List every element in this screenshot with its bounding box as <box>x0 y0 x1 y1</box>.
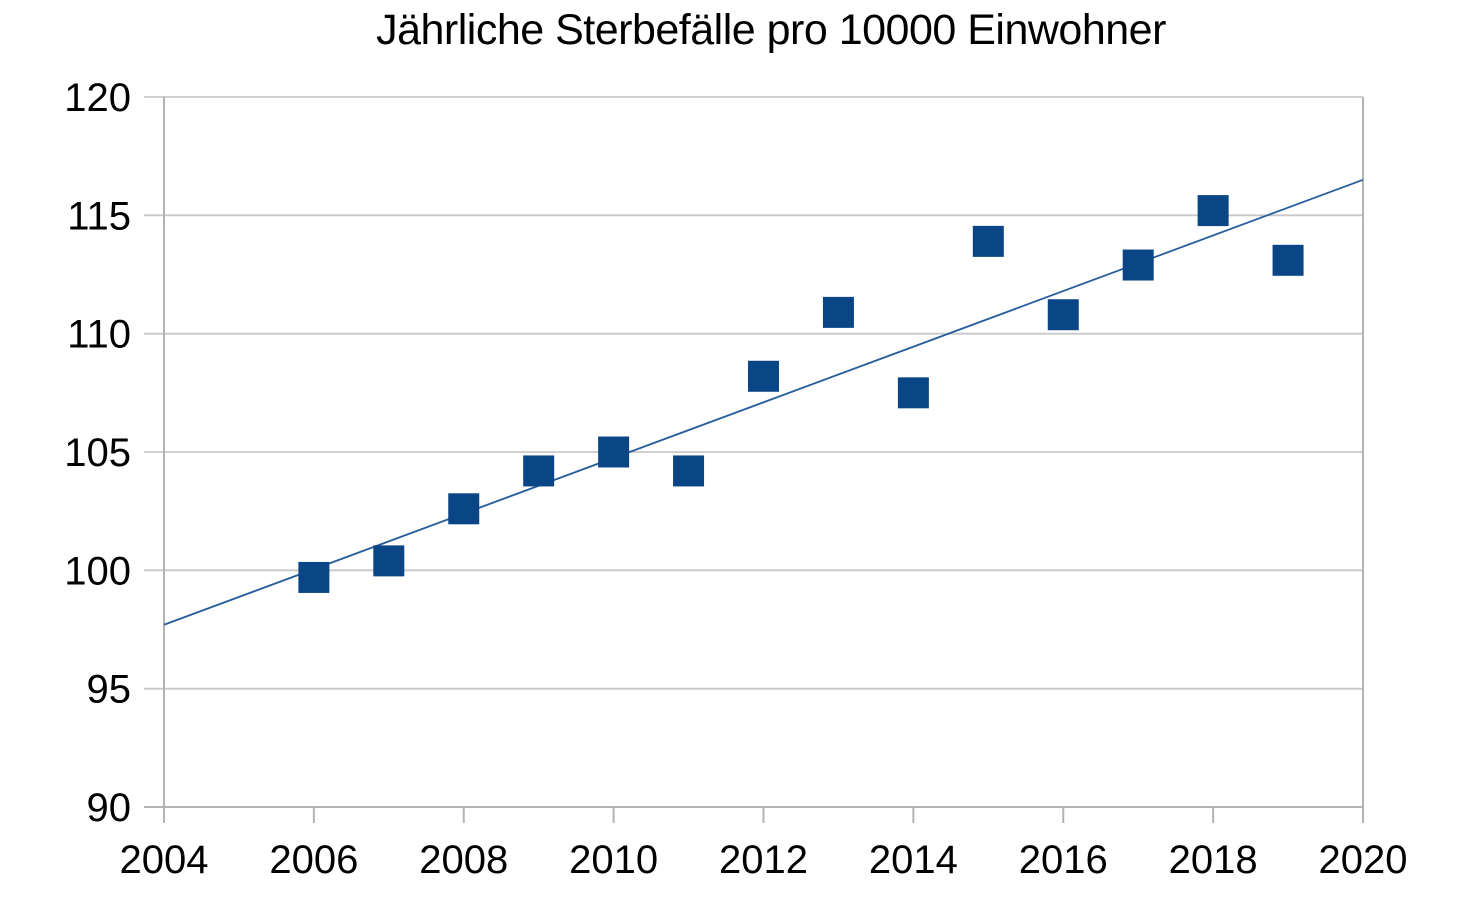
data-point <box>1272 244 1304 276</box>
x-tick-label: 2010 <box>569 838 658 882</box>
data-point <box>972 225 1004 257</box>
x-tick-label: 2020 <box>1319 838 1408 882</box>
y-tick-label: 100 <box>64 549 131 593</box>
x-tick-label: 2012 <box>719 838 808 882</box>
data-point <box>822 296 854 328</box>
chart-title: Jährliche Sterbefälle pro 10000 Einwohne… <box>376 6 1166 54</box>
y-tick-label: 120 <box>64 76 131 120</box>
y-tick-label: 110 <box>67 313 131 357</box>
data-point <box>748 360 779 392</box>
data-point <box>373 545 405 577</box>
y-tick-label: 95 <box>87 668 132 712</box>
x-tick-label: 2014 <box>869 838 958 882</box>
x-tick-label: 2008 <box>419 838 508 882</box>
x-tick-label: 2016 <box>1019 838 1108 882</box>
data-point <box>1047 299 1079 331</box>
x-tick-label: 2018 <box>1169 838 1258 882</box>
y-tick-label: 105 <box>64 431 131 475</box>
x-tick-label: 2006 <box>269 838 358 882</box>
x-tick-label: 2004 <box>120 838 209 882</box>
y-tick-label: 115 <box>67 194 131 238</box>
data-point <box>1197 195 1229 227</box>
data-point <box>897 377 929 409</box>
trendline <box>163 178 1364 626</box>
data-point <box>598 436 630 468</box>
data-point <box>673 455 705 487</box>
data-point <box>1122 249 1154 281</box>
data-point <box>448 493 480 525</box>
y-tick-label: 90 <box>87 786 132 830</box>
data-point <box>298 561 330 593</box>
data-point <box>523 455 555 487</box>
